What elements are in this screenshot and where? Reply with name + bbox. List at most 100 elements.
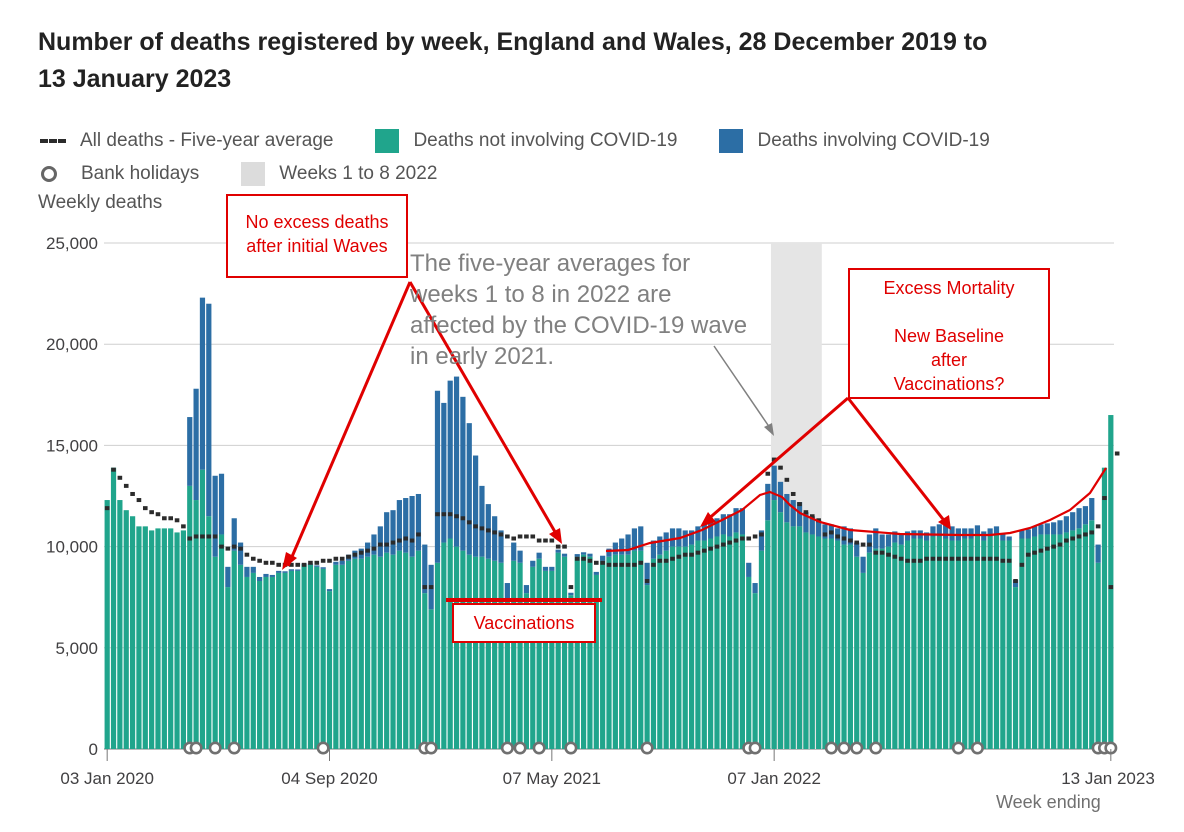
avg-marker bbox=[568, 585, 574, 590]
avg-marker bbox=[441, 512, 447, 517]
bar-not-covid bbox=[898, 544, 904, 749]
avg-marker bbox=[1019, 562, 1025, 567]
bar-not-covid bbox=[434, 562, 441, 749]
bar-not-covid bbox=[873, 548, 879, 749]
bar-covid bbox=[498, 530, 504, 563]
bar-not-covid bbox=[231, 550, 237, 749]
avg-marker bbox=[784, 477, 790, 482]
x-tick-label: 13 Jan 2023 bbox=[1061, 769, 1155, 788]
bar-covid bbox=[885, 534, 892, 547]
bar-not-covid bbox=[644, 585, 650, 749]
avg-marker bbox=[130, 491, 135, 496]
avg-marker bbox=[924, 556, 929, 561]
bar-covid bbox=[669, 528, 676, 547]
avg-marker bbox=[778, 465, 783, 470]
avg-marker bbox=[873, 550, 879, 555]
bar-not-covid bbox=[854, 556, 860, 749]
bank-holiday-marker bbox=[951, 741, 965, 755]
avg-marker bbox=[346, 554, 351, 559]
avg-marker bbox=[600, 560, 605, 565]
bar-not-covid bbox=[574, 556, 580, 749]
avg-marker bbox=[1038, 548, 1044, 553]
dashed-line-swatch bbox=[40, 138, 66, 143]
avg-marker bbox=[981, 556, 987, 561]
bar-covid bbox=[924, 532, 930, 541]
bar-not-covid bbox=[530, 566, 536, 749]
bar-covid bbox=[460, 396, 466, 551]
legend-item-bank[interactable]: Bank holidays bbox=[38, 163, 199, 185]
bar-covid bbox=[860, 556, 866, 573]
bar-covid bbox=[657, 536, 663, 555]
x-tick-label: 07 May 2021 bbox=[503, 769, 601, 788]
arrow-no-excess-right bbox=[408, 281, 560, 538]
y-axis-ticks: 0 5,000 10,000 15,000 20,000 25,000 bbox=[46, 234, 98, 759]
legend-item-shade[interactable]: Weeks 1 to 8 2022 bbox=[241, 161, 437, 186]
bar-covid bbox=[809, 516, 815, 535]
bar-not-covid bbox=[771, 500, 777, 749]
y-tick-label: 20,000 bbox=[46, 335, 98, 354]
bar-covid bbox=[295, 569, 301, 571]
avg-marker bbox=[460, 516, 466, 521]
bar-not-covid bbox=[714, 536, 720, 749]
bar-not-covid bbox=[110, 467, 117, 749]
avg-marker bbox=[790, 491, 796, 496]
bar-not-covid bbox=[1070, 530, 1076, 749]
avg-marker bbox=[517, 534, 523, 539]
avg-marker bbox=[911, 558, 917, 563]
bar-covid bbox=[320, 567, 326, 569]
y-tick-label: 10,000 bbox=[46, 538, 98, 557]
bar-covid bbox=[1051, 522, 1057, 535]
bar-covid bbox=[835, 528, 841, 541]
chart-title: Number of deaths registered by week, Eng… bbox=[38, 28, 988, 93]
legend-item-avg[interactable]: All deaths - Five-year average bbox=[38, 130, 333, 152]
avg-marker bbox=[422, 585, 428, 590]
avg-marker bbox=[320, 558, 326, 563]
bar-not-covid bbox=[847, 544, 853, 749]
bar-not-covid bbox=[479, 556, 485, 749]
bar-covid bbox=[771, 465, 777, 501]
bar-covid bbox=[187, 417, 193, 486]
gray-swatch bbox=[241, 161, 266, 186]
bar-covid bbox=[1076, 508, 1082, 529]
bar-not-covid bbox=[250, 572, 256, 749]
bar-covid bbox=[193, 388, 199, 501]
avg-marker bbox=[447, 512, 453, 517]
avg-marker bbox=[1032, 550, 1037, 555]
bar-covid bbox=[644, 562, 650, 586]
bar-covid bbox=[606, 548, 612, 557]
bar-not-covid bbox=[930, 536, 936, 749]
bar-covid bbox=[758, 530, 765, 551]
avg-marker bbox=[943, 556, 948, 561]
bar-covid bbox=[447, 380, 453, 539]
bar-not-covid bbox=[968, 538, 974, 749]
avg-marker bbox=[638, 560, 644, 565]
bar-covid bbox=[517, 550, 523, 563]
bar-not-covid bbox=[1063, 532, 1069, 749]
bar-not-covid bbox=[619, 554, 625, 749]
bar-covid bbox=[231, 518, 237, 551]
avg-marker bbox=[549, 538, 555, 543]
avg-marker bbox=[651, 562, 656, 567]
avg-marker bbox=[860, 542, 866, 547]
arrowhead-icon bbox=[549, 528, 562, 544]
avg-marker bbox=[892, 554, 898, 559]
bar-covid bbox=[803, 512, 809, 533]
avg-marker bbox=[797, 502, 802, 507]
bar-not-covid bbox=[733, 532, 739, 749]
bar-covid bbox=[244, 566, 250, 577]
bar-covid bbox=[993, 526, 1000, 535]
bar-not-covid bbox=[1000, 540, 1006, 749]
arrow-excess-right bbox=[846, 397, 948, 524]
legend-item-covid[interactable]: Deaths involving COVID-19 bbox=[719, 128, 990, 153]
legend-item-not-covid[interactable]: Deaths not involving COVID-19 bbox=[375, 128, 677, 153]
bar-not-covid bbox=[758, 550, 765, 749]
bar-not-covid bbox=[790, 526, 796, 749]
avg-marker bbox=[733, 538, 739, 543]
teal-swatch bbox=[375, 128, 400, 153]
bar-not-covid bbox=[472, 556, 479, 749]
blue-swatch bbox=[719, 128, 744, 153]
bar-not-covid bbox=[866, 552, 873, 749]
bar-not-covid bbox=[682, 546, 688, 749]
bar-not-covid bbox=[123, 510, 129, 749]
bar-covid bbox=[790, 500, 796, 527]
